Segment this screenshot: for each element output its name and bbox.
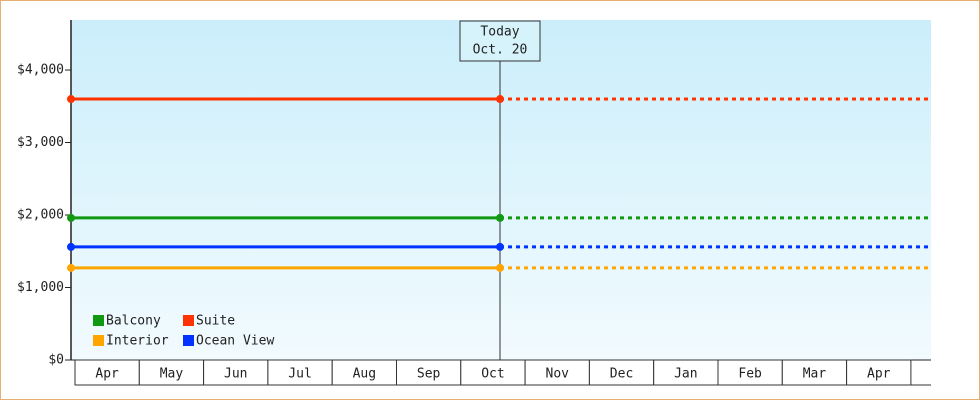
- today-title: Today: [480, 25, 519, 40]
- legend-label: Suite: [196, 314, 235, 329]
- x-tick-label: Sep: [417, 367, 441, 382]
- x-tick-label: Nov: [546, 367, 570, 382]
- x-tick-label: Jan: [674, 367, 697, 382]
- x-tick-label: Dec: [610, 367, 633, 382]
- y-tick-label: $3,000: [17, 135, 64, 150]
- today-date: Oct. 20: [473, 43, 528, 58]
- x-tick-cell: [653, 359, 719, 386]
- x-tick-label: Aug: [353, 367, 376, 382]
- series-point: [67, 213, 75, 222]
- legend-label: Interior: [106, 334, 169, 349]
- series-point: [67, 242, 75, 251]
- legend-swatch: [183, 335, 194, 346]
- x-tick-cell: [138, 359, 205, 386]
- x-tick-label: Oct: [481, 367, 504, 382]
- x-tick-cell: [203, 359, 269, 386]
- today-box: [459, 20, 541, 62]
- series-point: [496, 242, 504, 251]
- x-tick-cell: [781, 359, 848, 386]
- series-point: [496, 213, 504, 222]
- x-tick-cell: [331, 359, 398, 386]
- x-tick-label: Apr: [95, 367, 119, 382]
- legend-label: Balcony: [106, 314, 161, 329]
- x-tick-label: Jun: [224, 367, 247, 382]
- x-tick-label: Apr: [867, 367, 891, 382]
- series-point: [67, 95, 75, 104]
- y-tick-label: $2,000: [17, 208, 64, 223]
- x-tick-label: Jul: [288, 367, 311, 382]
- x-tick-cell: [74, 359, 140, 386]
- x-tick-cell: [524, 359, 590, 386]
- x-tick-label: Mar: [803, 367, 827, 382]
- series-point: [67, 263, 75, 272]
- legend-swatch: [93, 315, 104, 326]
- x-tick-label: Feb: [738, 367, 762, 382]
- legend-swatch: [93, 335, 104, 346]
- x-tick-label: May: [160, 367, 184, 382]
- y-tick-label: $1,000: [17, 280, 64, 295]
- series-point: [496, 263, 504, 272]
- y-tick-label: $0: [48, 353, 64, 368]
- legend-label: Ocean View: [196, 334, 274, 349]
- plot-area: [71, 20, 931, 360]
- series-point: [496, 95, 504, 104]
- x-tick-cell: [267, 359, 333, 386]
- legend-swatch: [183, 315, 194, 326]
- y-tick-label: $4,000: [17, 63, 64, 78]
- x-tick-cell: [846, 359, 912, 386]
